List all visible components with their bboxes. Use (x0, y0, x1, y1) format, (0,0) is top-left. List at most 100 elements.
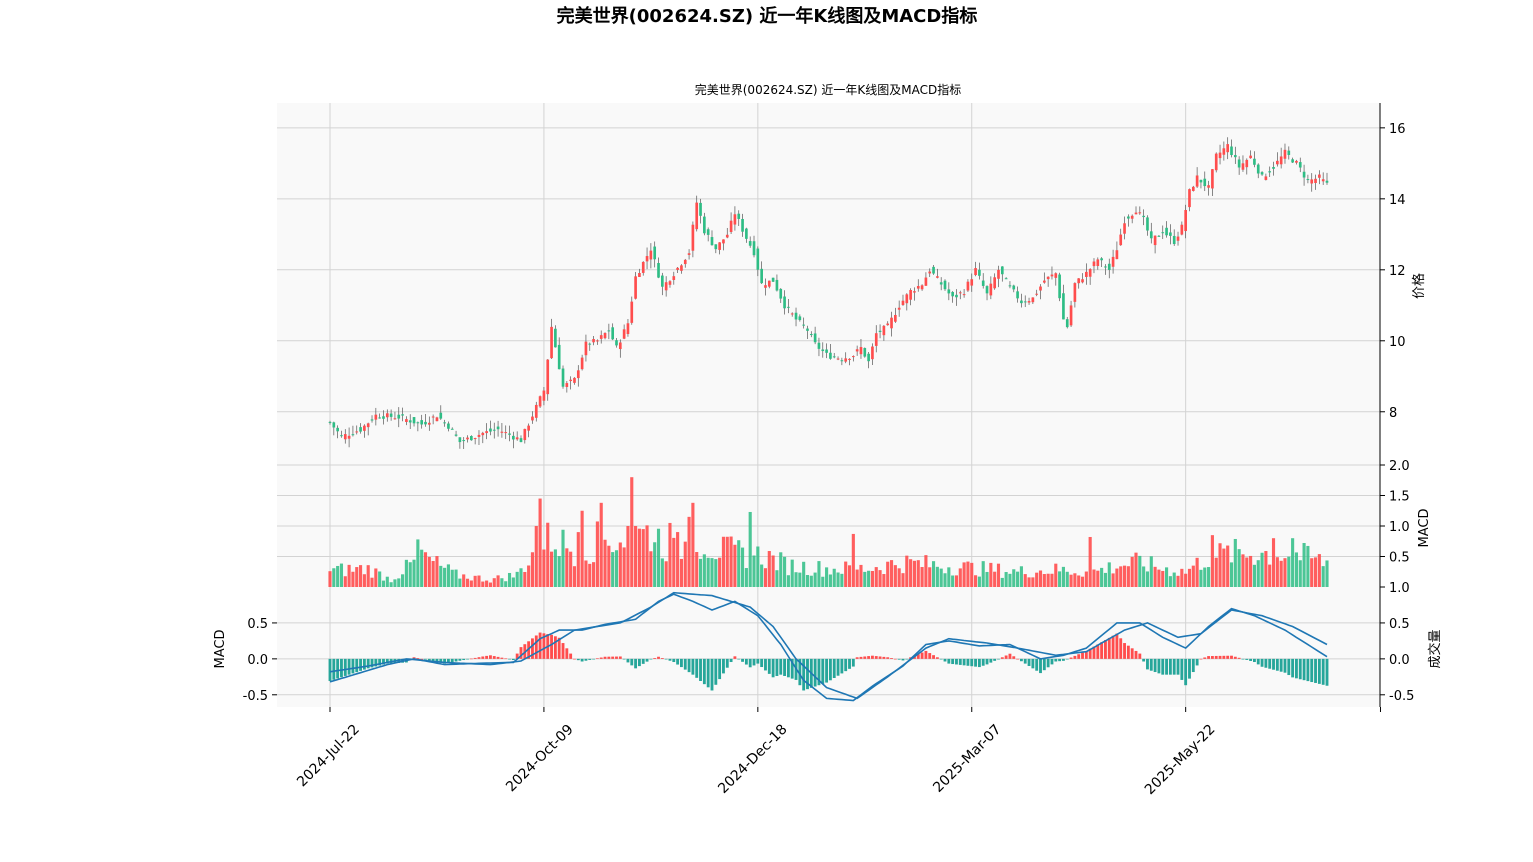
macd-hist-bar (874, 656, 878, 659)
candle-body (706, 229, 710, 235)
candle-body (825, 349, 828, 353)
macd-hist-bar (1195, 658, 1199, 666)
macd-hist-bar (783, 658, 786, 676)
candle-body (878, 330, 882, 332)
macd-hist-bar (1203, 657, 1207, 659)
candle-body (703, 216, 706, 234)
candle-body (939, 282, 943, 285)
macd-hist-bar (454, 658, 458, 662)
volume-bar (565, 548, 569, 587)
candle-body (741, 218, 744, 232)
candle-body (710, 237, 714, 246)
candle-body (447, 423, 450, 429)
candle-body (1260, 172, 1264, 175)
chart-title: 完美世界(002624.SZ) 近一年K线图及MACD指标 (695, 82, 961, 97)
candle-body (1253, 158, 1256, 165)
volume-bar (1145, 571, 1150, 587)
macd-hist-bar (446, 658, 450, 663)
candle-body (813, 333, 817, 343)
macd-hist-bar (1199, 658, 1203, 660)
candle-body (492, 429, 496, 431)
volume-bar (1294, 552, 1299, 587)
candle-body (844, 358, 848, 362)
candle-body (477, 434, 481, 437)
volume-bar (599, 502, 603, 587)
candle-body (802, 324, 806, 326)
volume-bar (450, 569, 454, 587)
volume-bar (947, 567, 951, 587)
macd-hist-bar (531, 638, 534, 659)
macd-hist-bar (1295, 658, 1298, 679)
macd-hist-bar (1165, 658, 1168, 675)
macd-hist-bar (958, 658, 962, 665)
volume-bar (1180, 568, 1184, 587)
candle-body (580, 357, 584, 370)
macd-hist-bar (916, 654, 920, 659)
volume-bar (805, 574, 810, 587)
candle-body (355, 431, 359, 433)
volume-bar (431, 561, 435, 587)
volume-bar (924, 555, 928, 587)
macd-hist-bar (1283, 658, 1287, 673)
macd-hist-bar (1069, 657, 1073, 659)
macd-hist-bar (332, 658, 336, 680)
macd-hist-bar (580, 658, 584, 662)
candle-body (538, 396, 542, 407)
candle-body (1119, 234, 1123, 246)
volume-bar (1256, 560, 1260, 587)
candle-body (1107, 263, 1111, 270)
candle-body (962, 294, 966, 296)
candle-body (603, 332, 607, 339)
candle-body (641, 261, 645, 273)
volume-bar (951, 575, 955, 587)
volume-bar (977, 576, 981, 587)
candle-body (1184, 209, 1187, 232)
volume-bar (362, 574, 366, 587)
macd-hist-bar (897, 658, 901, 660)
volume-bar (485, 580, 489, 587)
candle-body (1138, 212, 1142, 214)
volume-bar (794, 572, 798, 587)
candle-body (729, 220, 733, 232)
candle-body (427, 422, 431, 425)
macd-hist-bar (1000, 657, 1004, 659)
volume-bar (1268, 564, 1272, 587)
candle-body (985, 286, 989, 294)
macd-hist-bar (1111, 635, 1115, 659)
volume-bar (462, 574, 466, 587)
volume-ylabel: MACD (1417, 509, 1432, 548)
candle-body (970, 279, 974, 286)
volume-bar (397, 578, 401, 587)
candle-body (1230, 146, 1233, 156)
macd-hist-bar (855, 657, 859, 659)
volume-bar (1130, 556, 1134, 587)
volume-bar (832, 568, 836, 587)
macd-hist-bar (515, 653, 519, 659)
macd-panel-background (277, 587, 1380, 707)
candle-body (1100, 258, 1103, 261)
macd-hist-bar (534, 635, 538, 659)
candle-body (1222, 148, 1226, 155)
macd-hist-bar (1061, 658, 1065, 661)
macd-hist-bar (1260, 658, 1264, 667)
candle-body (466, 437, 469, 440)
volume-bar (1302, 542, 1306, 587)
macd-hist-bar (340, 658, 343, 678)
candle-body (1069, 305, 1073, 326)
volume-bar (786, 575, 790, 587)
candle-body (393, 418, 397, 420)
candle-body (401, 414, 404, 416)
volume-ytick-label: 2.0 (1389, 459, 1410, 474)
volume-bar (328, 571, 332, 587)
macd-hist-bar (867, 656, 871, 659)
candle-body (745, 228, 748, 239)
macd-hist-bar (920, 652, 924, 659)
volume-bar (538, 498, 542, 587)
candle-body (336, 427, 339, 432)
volume-bar (519, 568, 523, 587)
candle-body (1077, 278, 1081, 284)
macd-hist-bar (817, 658, 821, 686)
volume-bar (1046, 573, 1050, 587)
macd-hist-bar (427, 658, 431, 661)
volume-bar (427, 556, 431, 587)
